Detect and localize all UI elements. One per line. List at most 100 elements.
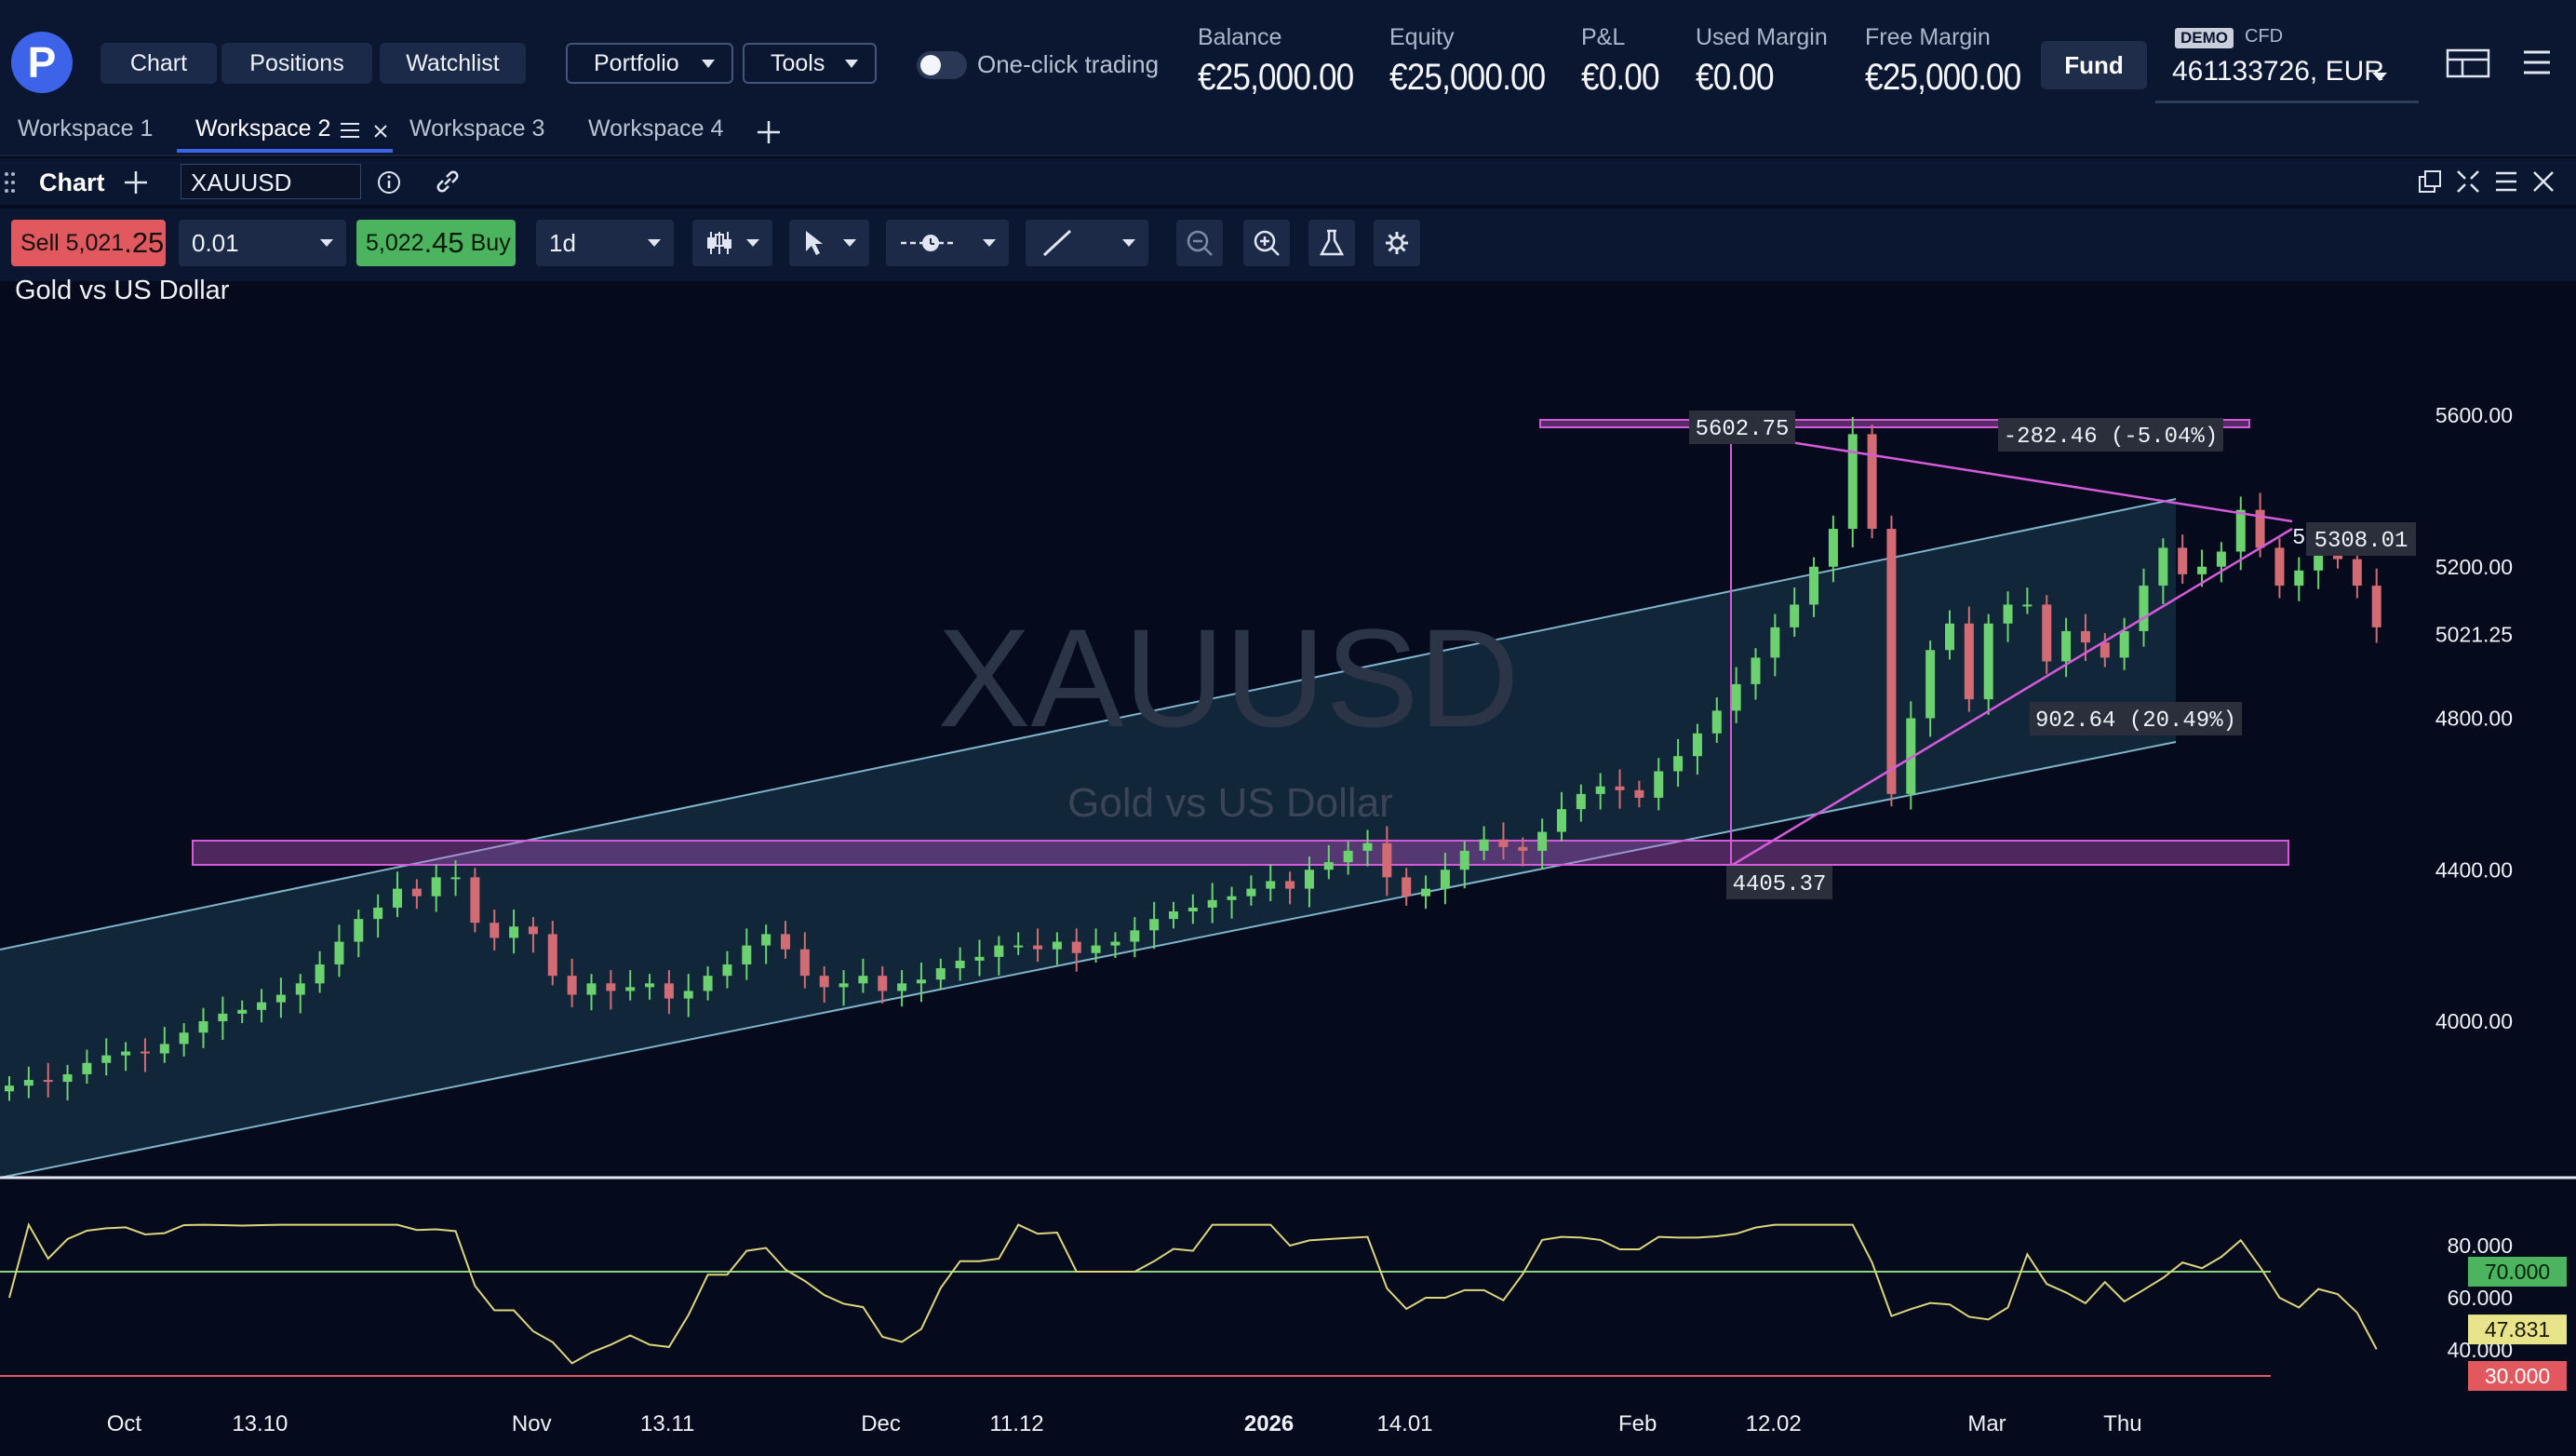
line-style-button[interactable] [886, 220, 1009, 266]
price-axis-label: 5200.00 [2435, 555, 2513, 579]
candle-body [334, 941, 344, 964]
quantity-value: 0.01 [192, 228, 239, 257]
candle-body [1634, 789, 1644, 798]
current-price-label: 5308.01 [2314, 529, 2408, 554]
tab-workspace-2[interactable]: Workspace 2 [195, 115, 331, 142]
quantity-select[interactable]: 0.01 [179, 220, 346, 266]
rsi-upper-badge: 70.000 [2485, 1260, 2550, 1284]
candle-body [1149, 919, 1160, 931]
maximize-icon[interactable] [2456, 169, 2480, 194]
symbol-input[interactable]: XAUUSD [181, 164, 361, 199]
time-axis-label: 11.12 [989, 1411, 1043, 1436]
workspace-tab-bar [0, 110, 2576, 155]
rsi-upper-badge-bg [2468, 1257, 2567, 1287]
chevron-down-icon [845, 60, 858, 68]
candle-body [664, 983, 674, 999]
candle-body [742, 945, 752, 964]
menu-icon[interactable] [2522, 48, 2552, 76]
horizontal-line-icon [901, 235, 957, 251]
one-click-trading-toggle[interactable] [917, 51, 967, 79]
candle-body [470, 877, 480, 923]
free-margin-label: Free Margin [1865, 24, 1991, 50]
tab-workspace-4[interactable]: Workspace 4 [588, 115, 724, 142]
zoom-in-button[interactable] [1243, 220, 1290, 266]
candle-body [1323, 862, 1334, 870]
cursor-tool-button[interactable] [789, 220, 869, 266]
tools-dropdown[interactable]: Tools [743, 43, 877, 84]
chevron-down-icon [702, 60, 715, 68]
candle-body [1421, 888, 1431, 897]
settings-button[interactable] [1374, 220, 1420, 266]
balance-value: €25,000.00 [1198, 57, 1354, 98]
trendline-icon [1042, 229, 1072, 257]
tab-workspace-3[interactable]: Workspace 3 [409, 115, 545, 142]
candle-body [703, 976, 713, 991]
candle-body [1692, 733, 1702, 757]
chart-title: Gold vs US Dollar [15, 276, 230, 305]
rsi-lower-badge: 30.000 [2485, 1364, 2550, 1388]
candle-body [411, 888, 422, 897]
panel-menu-icon[interactable] [2494, 170, 2518, 193]
nav-chart-button[interactable]: Chart [101, 43, 217, 84]
tab-menu-icon[interactable] [339, 121, 361, 140]
candle-body [955, 960, 965, 969]
candle-body [82, 1062, 92, 1074]
drag-handle-icon[interactable] [4, 170, 17, 195]
time-axis-label: Feb [1618, 1411, 1657, 1436]
trendline-tool-button[interactable] [1026, 220, 1148, 266]
candle-body [683, 991, 693, 999]
buy-button[interactable]: 5,022.45 Buy [356, 220, 516, 266]
candle-body [315, 964, 325, 984]
candle-body [722, 964, 732, 977]
candle-body [2022, 604, 2033, 607]
tab-workspace-1[interactable]: Workspace 1 [18, 115, 154, 142]
candle-body [1615, 786, 1625, 790]
chevron-down-icon [843, 239, 856, 247]
zoom-out-button[interactable] [1176, 220, 1223, 266]
resistance-zone [1539, 419, 2250, 428]
candle-body [935, 968, 946, 980]
candle-body [1285, 881, 1295, 889]
add-workspace-icon[interactable] [756, 119, 782, 145]
candle-body [218, 1013, 228, 1021]
close-panel-icon[interactable] [2531, 169, 2556, 194]
demo-badge: DEMO [2175, 28, 2234, 48]
one-click-trading-label: One-click trading [977, 50, 1160, 78]
chart-type-button[interactable] [692, 220, 772, 266]
add-panel-icon[interactable] [123, 169, 149, 195]
app-logo[interactable]: P [11, 32, 73, 93]
buy-label: Buy [470, 229, 511, 256]
account-selector[interactable]: 461133726, EUR [2172, 56, 2384, 87]
nav-positions-button[interactable]: Positions [221, 43, 372, 84]
candle-body [994, 945, 1004, 957]
candle-body [1751, 657, 1761, 684]
candle-body [1304, 870, 1314, 889]
nav-watchlist-button[interactable]: Watchlist [380, 43, 526, 84]
portfolio-dropdown[interactable]: Portfolio [566, 43, 733, 84]
used-margin-label: Used Margin [1696, 24, 1828, 50]
info-icon[interactable] [376, 169, 402, 195]
candle-body [5, 1085, 14, 1092]
candle-body [916, 979, 926, 984]
layout-icon[interactable] [2446, 47, 2490, 80]
popout-icon[interactable] [2418, 169, 2442, 194]
candle-body [1770, 627, 1780, 658]
sell-button[interactable]: Sell 5,021.25 [11, 220, 166, 266]
fund-button[interactable]: Fund [2041, 41, 2147, 89]
timeframe-select[interactable]: 1d [536, 220, 674, 266]
link-icon[interactable] [434, 168, 462, 195]
chevron-down-icon [320, 239, 333, 247]
candle-body [974, 956, 985, 961]
rsi-axis-label: 80.000 [2448, 1234, 2513, 1258]
candle-body [1266, 881, 1276, 889]
account-underline [2155, 101, 2419, 103]
chevron-down-icon [1122, 239, 1135, 247]
chevron-down-icon[interactable] [2372, 73, 2387, 81]
indicators-button[interactable] [1308, 220, 1355, 266]
close-tab-icon[interactable] [372, 123, 389, 140]
candle-body [101, 1055, 112, 1063]
candle-body [509, 926, 519, 938]
current-price-label-bg [2306, 522, 2416, 556]
candle-body [2139, 586, 2149, 631]
